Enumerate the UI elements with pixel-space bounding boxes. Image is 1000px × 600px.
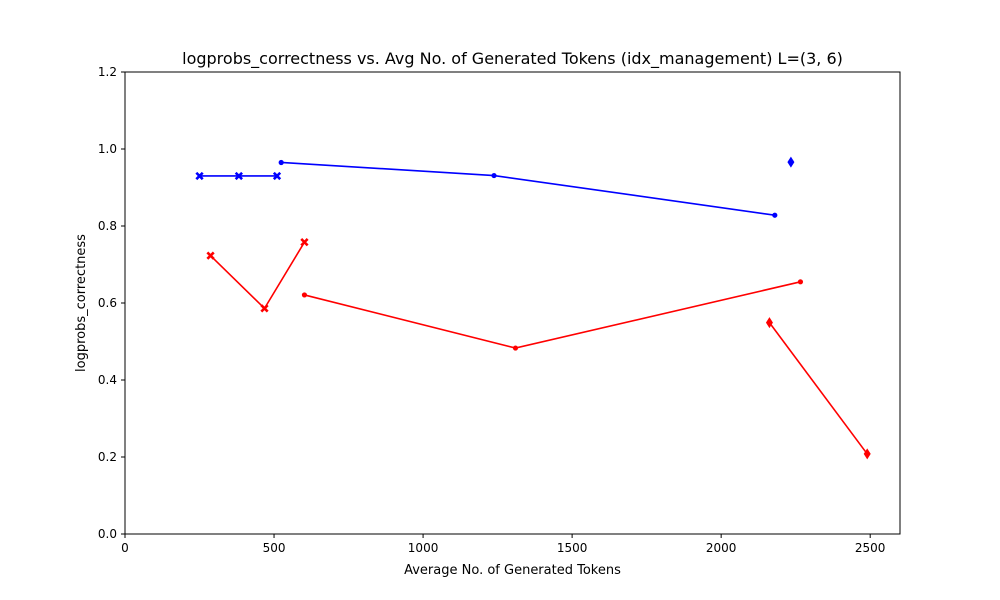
y-tick-label: 0.8 <box>98 219 117 233</box>
x-tick-label: 500 <box>263 541 286 555</box>
x-axis-ticks: 0 500 1000 1500 2000 2500 <box>121 534 885 555</box>
plot-marks <box>195 156 871 460</box>
y-axis-label: logprobs_correctness <box>74 234 89 372</box>
plot-frame <box>124 71 901 535</box>
data-point <box>195 171 204 181</box>
y-tick-label: 0.4 <box>98 373 117 387</box>
series-line <box>281 161 775 217</box>
x-axis-label: Average No. of Generated Tokens <box>404 563 621 578</box>
data-point <box>206 251 215 260</box>
data-point <box>863 448 871 460</box>
data-point <box>797 279 804 285</box>
chart-title: logprobs_correctness vs. Avg No. of Gene… <box>182 49 843 69</box>
y-tick-label: 1.2 <box>98 65 117 79</box>
y-tick-label: 0.0 <box>98 527 117 541</box>
data-point <box>260 304 269 313</box>
data-point <box>765 317 773 329</box>
data-point <box>512 345 519 351</box>
data-point <box>300 238 309 247</box>
data-point <box>301 292 308 298</box>
x-tick-label: 2000 <box>706 541 737 555</box>
data-point <box>272 171 282 181</box>
y-tick-label: 0.2 <box>98 450 117 464</box>
series-line <box>209 241 306 310</box>
series-line <box>304 281 801 349</box>
series-line <box>768 322 868 455</box>
data-point <box>787 156 795 168</box>
data-point <box>491 172 497 179</box>
data-point <box>278 159 284 166</box>
x-tick-label: 1000 <box>408 541 439 555</box>
x-tick-label: 1500 <box>557 541 588 555</box>
y-tick-label: 1.0 <box>98 142 117 156</box>
y-axis-ticks: 0.0 0.2 0.4 0.6 0.8 1.0 1.2 <box>98 65 125 541</box>
x-tick-label: 2500 <box>855 541 886 555</box>
data-point <box>234 171 243 181</box>
y-tick-label: 0.6 <box>98 296 117 310</box>
data-point <box>772 212 778 218</box>
x-tick-label: 0 <box>121 541 129 555</box>
